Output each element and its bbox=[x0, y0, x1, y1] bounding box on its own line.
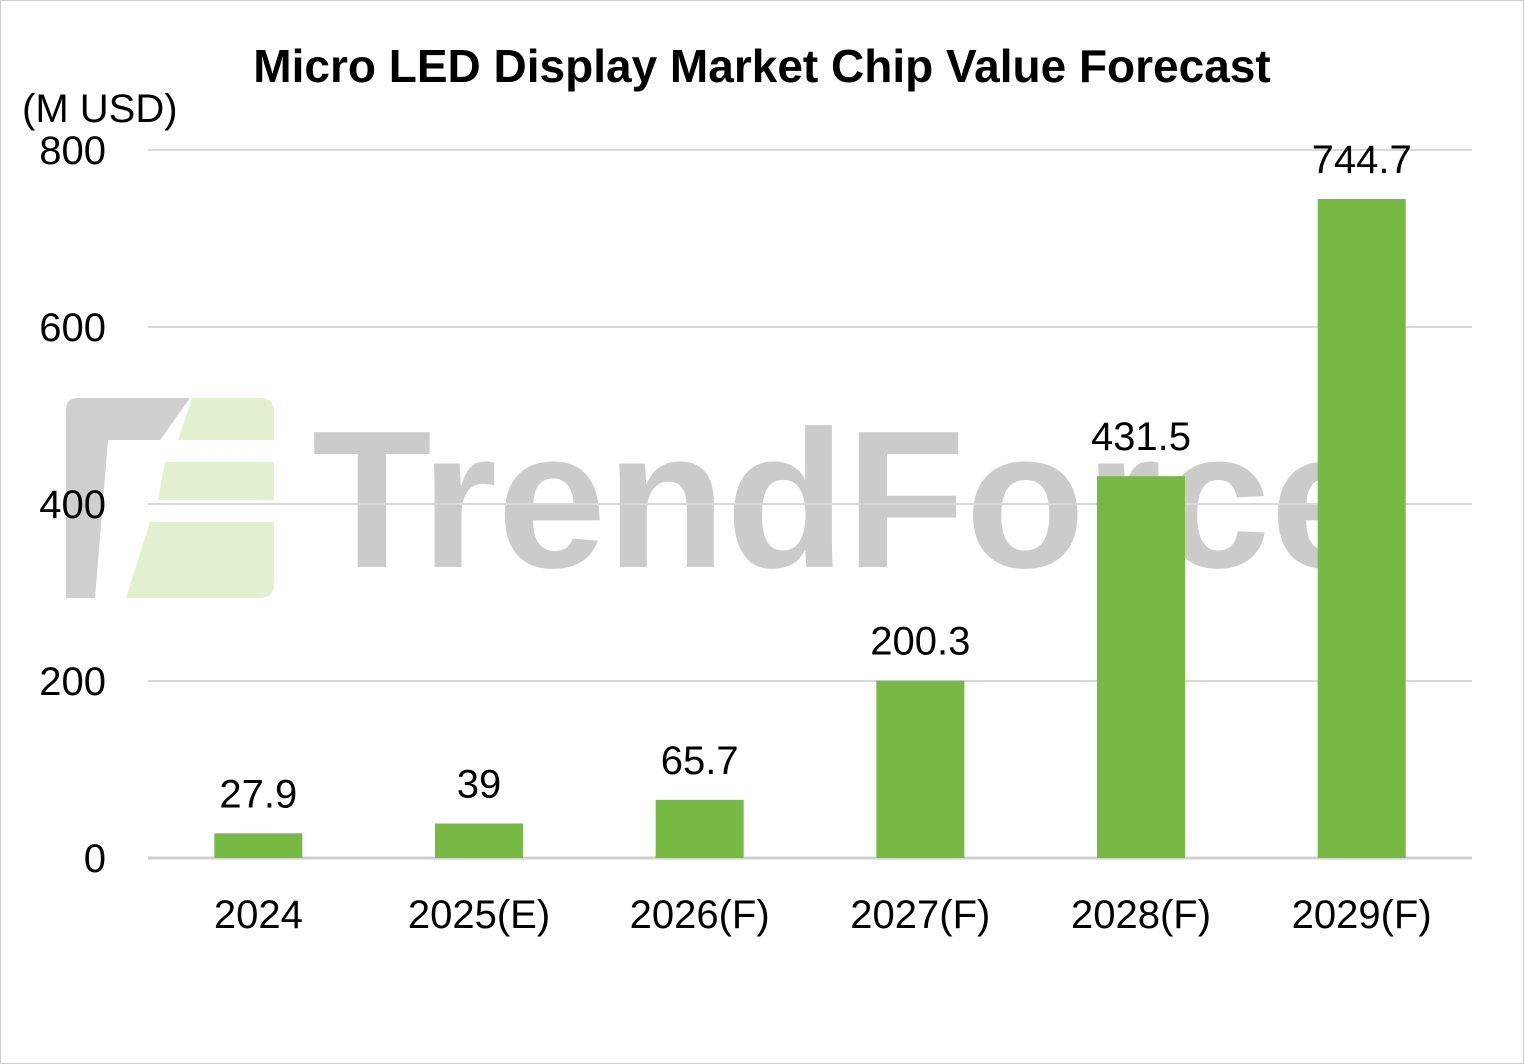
data-label: 65.7 bbox=[661, 739, 739, 783]
y-axis-ticks: 0 200 400 600 800 bbox=[39, 129, 106, 881]
bar bbox=[876, 680, 965, 858]
y-tick-label: 200 bbox=[39, 660, 106, 704]
x-category-label: 2025(E) bbox=[408, 893, 550, 937]
data-label: 431.5 bbox=[1091, 415, 1191, 459]
x-category-label: 2028(F) bbox=[1071, 893, 1211, 937]
chart-title: Micro LED Display Market Chip Value Fore… bbox=[253, 40, 1270, 92]
data-label: 744.7 bbox=[1312, 138, 1412, 182]
x-axis-categories: 2024 2025(E) 2026(F) 2027(F) 2028(F) 2029(F) bbox=[214, 893, 1432, 937]
bar bbox=[435, 823, 523, 858]
bar bbox=[1317, 198, 1406, 859]
value-labels: 27.9 39 65.7 200.3 431.5 744.7 bbox=[219, 138, 1411, 816]
bar bbox=[214, 833, 303, 858]
trendforce-logo-icon bbox=[66, 398, 274, 598]
y-tick-label: 400 bbox=[39, 483, 106, 527]
x-category-label: 2026(F) bbox=[630, 893, 770, 937]
data-label: 27.9 bbox=[219, 772, 297, 816]
y-tick-label: 800 bbox=[39, 129, 106, 173]
bar bbox=[1097, 476, 1185, 858]
y-tick-label: 0 bbox=[84, 837, 106, 881]
watermark-text: TrendForce bbox=[312, 390, 1379, 609]
gridlines bbox=[148, 149, 1472, 860]
x-category-label: 2027(F) bbox=[850, 893, 990, 937]
bar bbox=[655, 799, 744, 858]
x-category-label: 2024 bbox=[214, 893, 303, 937]
data-label: 200.3 bbox=[870, 620, 970, 664]
x-category-label: 2029(F) bbox=[1292, 893, 1432, 937]
data-label: 39 bbox=[457, 762, 502, 806]
bars bbox=[214, 198, 1406, 859]
y-axis-unit-label: (M USD) bbox=[22, 87, 178, 131]
y-tick-label: 600 bbox=[39, 306, 106, 350]
trendforce-watermark: TrendForce bbox=[66, 390, 1379, 609]
